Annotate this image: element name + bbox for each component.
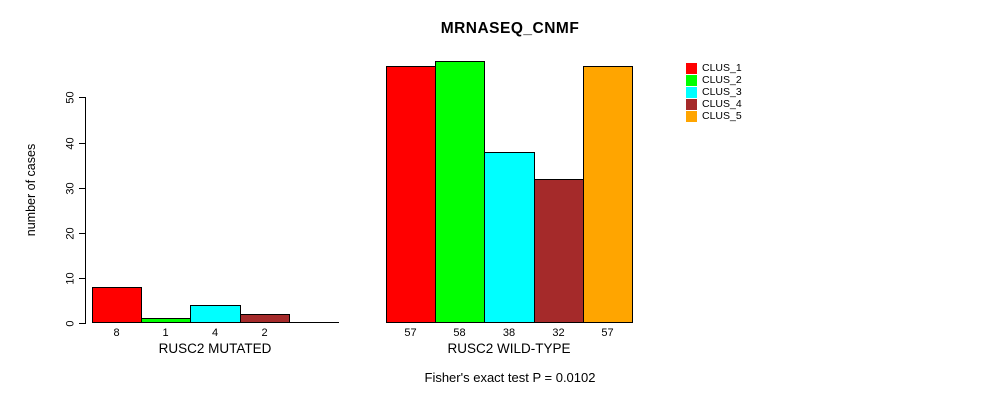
y-tick	[79, 143, 85, 144]
y-tick-label: 10	[64, 271, 77, 285]
bar-label: 8	[113, 327, 120, 339]
y-axis-line	[85, 97, 86, 324]
legend-row: CLUS_5	[686, 110, 742, 122]
chart-title: MRNASEQ_CNMF	[440, 20, 580, 37]
y-tick	[79, 233, 85, 234]
legend-row: CLUS_1	[686, 62, 742, 74]
bar-label: 58	[453, 327, 466, 339]
y-tick-label: 20	[64, 226, 77, 240]
legend-label: CLUS_3	[702, 86, 742, 98]
bar	[435, 61, 485, 323]
y-tick-label: 0	[64, 319, 77, 327]
y-tick-label: 40	[64, 136, 77, 150]
bar	[141, 318, 191, 323]
legend-label: CLUS_5	[702, 110, 742, 122]
bar	[484, 152, 535, 323]
zero-height-bar	[289, 322, 339, 323]
bar-label: 57	[601, 327, 614, 339]
y-tick-label: 30	[64, 181, 77, 195]
bar-label: 4	[211, 327, 219, 339]
legend-label: CLUS_1	[702, 62, 742, 74]
legend-swatch-clus-5	[686, 110, 697, 122]
bar	[92, 287, 142, 323]
footer-annotation: Fisher's exact test P = 0.0102	[424, 370, 596, 385]
legend-row: CLUS_4	[686, 98, 742, 110]
bar-label: 57	[404, 327, 417, 339]
legend-swatch-clus-1	[686, 62, 697, 74]
bar-label: 32	[552, 327, 565, 339]
bar	[240, 314, 290, 323]
bar	[386, 66, 436, 323]
y-tick	[79, 278, 85, 279]
bar-label: 1	[162, 327, 169, 339]
group-label-mutated: RUSC2 MUTATED	[158, 341, 272, 356]
y-tick	[79, 188, 85, 189]
y-tick	[79, 97, 85, 98]
legend: CLUS_1 CLUS_2 CLUS_3 CLUS_4 CLUS_5	[686, 62, 742, 122]
bar	[534, 179, 584, 323]
legend-swatch-clus-4	[686, 98, 697, 110]
legend-swatch-clus-2	[686, 74, 697, 86]
legend-label: CLUS_4	[702, 98, 742, 110]
bar-label: 2	[261, 327, 268, 339]
bar	[583, 66, 633, 323]
legend-swatch-clus-3	[686, 86, 697, 98]
legend-label: CLUS_2	[702, 74, 742, 86]
legend-row: CLUS_3	[686, 86, 742, 98]
bar	[190, 305, 241, 323]
legend-row: CLUS_2	[686, 74, 742, 86]
y-tick-label: 50	[64, 90, 77, 104]
y-tick	[79, 323, 85, 324]
bar-label: 38	[502, 327, 516, 339]
group-label-wildtype: RUSC2 WILD-TYPE	[447, 341, 571, 356]
